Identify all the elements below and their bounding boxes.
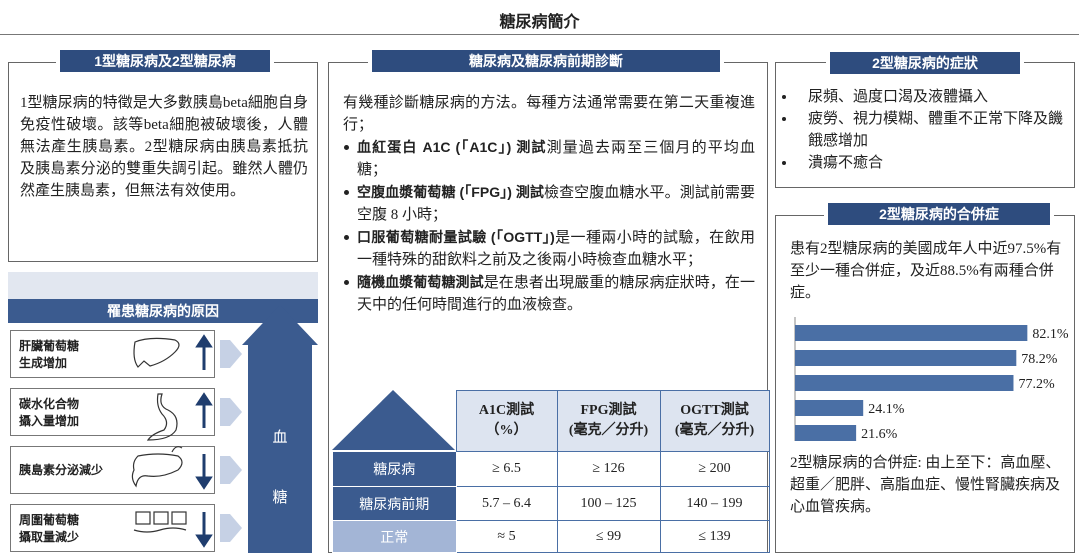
symptom-item: 潰瘍不癒合	[778, 152, 1068, 174]
bar-value-label: 24.1%	[868, 402, 905, 417]
header-line: A1C測試	[478, 403, 535, 418]
section-heading: 2型糖尿病的合併症	[828, 203, 1050, 225]
label-line: 周圍葡萄糖	[19, 513, 80, 527]
bar	[795, 425, 857, 441]
cause-row: 肝臟葡萄糖 生成增加	[10, 330, 215, 378]
diagnosis-bullet: 隨機血漿葡萄糖測試是在患者出現嚴重的糖尿病症狀時，在一天中的任何時間進行的血液檢…	[343, 271, 755, 316]
header-line: (毫克／分升)	[674, 423, 755, 438]
cause-row: 周圍葡萄糖攝取量減少	[10, 504, 215, 552]
table-cell: ≥ 126	[556, 451, 661, 487]
bullet-text: 檢查空腹血糖水平。測試前需要空腹 8 小時；	[357, 185, 755, 223]
table-cell: ≥ 6.5	[455, 451, 558, 487]
bullet-bold: 血紅蛋白 A1C (「A1C」) 測試	[357, 139, 547, 155]
section-heading: 糖尿病及糖尿病前期診斷	[372, 50, 720, 72]
header-row: A1C測試 （%） FPG測試 (毫克／分升) OGTT測試 (毫克／分升)	[333, 390, 770, 452]
label-line: 攝取量減少	[19, 530, 80, 544]
header-line: OGTT測試	[680, 403, 749, 418]
table-row: 糖尿病 ≥ 6.5 ≥ 126 ≥ 200	[332, 451, 770, 487]
symptom-item: 尿頻、過度口渴及液體攝入	[778, 86, 1068, 108]
section-heading: 罹患糖尿病的原因	[8, 299, 318, 323]
symptoms-list: 尿頻、過度口渴及液體攝入 疲勞、視力模糊、體重不正常下降及饑餓感增加 潰瘍不癒合	[778, 86, 1068, 174]
section-heading: 2型糖尿病的症狀	[830, 52, 1020, 74]
flow-arrow	[220, 340, 242, 368]
table-cell: 140 – 199	[659, 486, 770, 521]
complications-chart: 82.1% 78.2% 77.2% 24.1% 21.6%	[794, 317, 1069, 442]
bullet-bold: 口服葡萄糖耐量試驗 (「OGTT」)	[357, 229, 555, 245]
table-cell: ≤ 99	[556, 520, 661, 553]
diagnosis-bullets: 血紅蛋白 A1C (「A1C」) 測試測量過去兩至三個月的平均血糖； 空腹血漿葡萄…	[343, 136, 755, 316]
table-row: 糖尿病前期 5.7 – 6.4 100 – 125 140 – 199	[332, 486, 770, 521]
bullet-text: 測量過去兩至三個月的平均血糖；	[357, 140, 755, 178]
table-cell: ≥ 200	[659, 451, 770, 487]
bullet-text: 是在患者出現嚴重的糖尿病症狀時，在一天中的任何時間進行的血液檢查。	[357, 275, 755, 313]
type-text: 1型糖尿病的特徵是大多數胰島beta細胞自身免疫性破壞。該等beta細胞被破壞後…	[20, 95, 308, 199]
cause-row: 碳水化合物攝入量增加	[10, 388, 215, 436]
header-cell: OGTT測試 (毫克／分升)	[659, 390, 770, 452]
corner-cell	[333, 391, 457, 452]
header-line: （%）	[485, 423, 528, 438]
label-line: 胰島素分泌減少	[19, 463, 104, 477]
header-line: FPG測試	[580, 403, 637, 418]
row-label: 糖尿病	[332, 451, 457, 487]
bar	[795, 400, 864, 416]
flow-arrow	[220, 398, 242, 426]
diagnosis-bullet: 血紅蛋白 A1C (「A1C」) 測試測量過去兩至三個月的平均血糖；	[343, 136, 755, 181]
table-cell: ≈ 5	[455, 520, 558, 553]
bar-value-label: 78.2%	[1021, 352, 1058, 367]
title-rule	[0, 34, 1079, 35]
diagnosis-text: 有幾種診斷糖尿病的方法。每種方法通常需要在第二天重複進行； 血紅蛋白 A1C (…	[343, 92, 755, 316]
causes-band	[8, 272, 318, 299]
diagnosis-intro: 有幾種診斷糖尿病的方法。每種方法通常需要在第二天重複進行；	[343, 95, 755, 133]
bar-value-label: 77.2%	[1018, 377, 1055, 392]
header-line: (毫克／分升)	[568, 423, 649, 438]
bar	[795, 325, 1028, 341]
table-cell: 100 – 125	[556, 486, 661, 521]
header-cell: FPG測試 (毫克／分升)	[556, 390, 661, 452]
complications-text: 患有2型糖尿病的美國成年人中近97.5%有至少一種合併症，及近88.5%有兩種合…	[790, 241, 1062, 301]
row-label: 正常	[332, 520, 457, 553]
bar	[795, 350, 1017, 366]
bar-value-label: 82.1%	[1032, 327, 1069, 342]
symptoms-box	[775, 62, 1075, 188]
row-label: 糖尿病前期	[332, 486, 457, 521]
section-heading: 1型糖尿病及2型糖尿病	[60, 50, 270, 72]
diagnosis-table: A1C測試 （%） FPG測試 (毫克／分升) OGTT測試 (毫克／分升) 糖尿病 ≥ 6.…	[332, 390, 770, 553]
bar	[795, 375, 1014, 391]
header-cell: A1C測試 （%）	[455, 390, 558, 452]
symptom-item: 疲勞、視力模糊、體重不正常下降及饑餓感增加	[778, 108, 1068, 152]
complications-caption: 2型糖尿病的合併症: 由上至下：高血壓、超重／肥胖、高脂血症、慢性腎臟疾病及心血…	[790, 455, 1061, 515]
table-cell: ≤ 139	[659, 520, 770, 553]
bullet-bold: 隨機血漿葡萄糖測試	[357, 274, 484, 290]
label-line: 碳水化合物	[19, 397, 80, 411]
cause-label: 碳水化合物攝入量增加	[19, 396, 79, 430]
cause-row: 胰島素分泌減少	[10, 446, 215, 494]
bar-value-label: 21.6%	[861, 427, 898, 442]
cause-label: 肝臟葡萄糖 生成增加	[19, 338, 79, 372]
cause-label: 胰島素分泌減少	[19, 462, 103, 479]
table-row: 正常 ≈ 5 ≤ 99 ≤ 139	[332, 520, 770, 553]
page-title: 糖尿病簡介	[499, 14, 580, 31]
cause-label: 周圍葡萄糖攝取量減少	[19, 512, 79, 546]
label-line: 生成增加	[19, 356, 68, 370]
result-char: 糖	[272, 489, 288, 506]
flow-arrow	[220, 456, 242, 484]
label-line: 肝臟葡萄糖	[19, 339, 80, 353]
flow-arrows	[220, 340, 242, 542]
label-line: 攝入量增加	[19, 414, 80, 428]
flow-arrow	[220, 514, 242, 542]
bullet-text: 是一種兩小時的試驗，在飲用一種特殊的甜飲料之前及之後兩小時檢查血糖水平；	[357, 230, 755, 268]
diagnosis-bullet: 空腹血漿葡萄糖 (「FPG」) 測試檢查空腹血糖水平。測試前需要空腹 8 小時；	[343, 181, 755, 226]
type-box	[8, 62, 318, 262]
diagnosis-bullet: 口服葡萄糖耐量試驗 (「OGTT」)是一種兩小時的試驗，在飲用一種特殊的甜飲料之…	[343, 226, 755, 271]
bullet-bold: 空腹血漿葡萄糖 (「FPG」) 測試	[357, 184, 545, 200]
result-char: 血	[272, 429, 288, 446]
table-cell: 5.7 – 6.4	[455, 486, 558, 521]
